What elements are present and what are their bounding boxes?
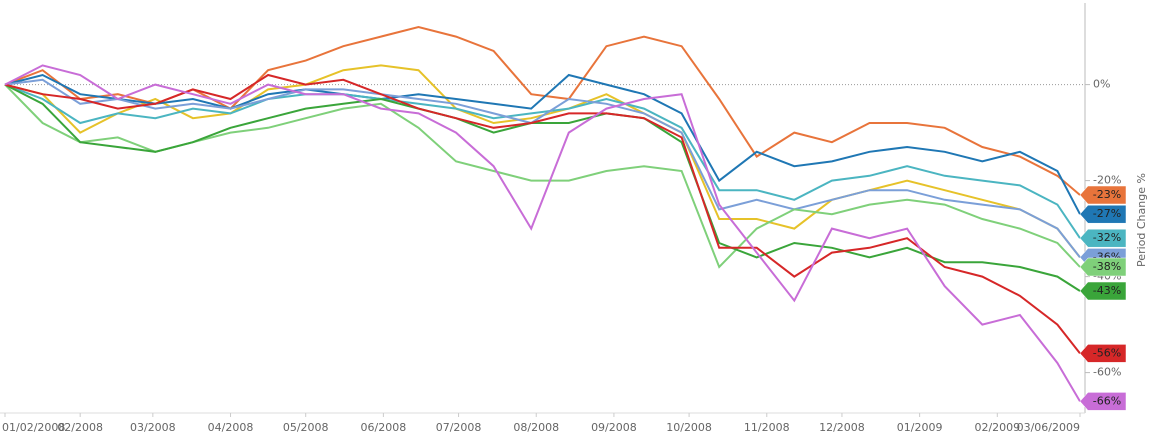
x-tick-label: 06/2008 [361,421,407,434]
end-label-tag [1079,257,1127,277]
end-label-tag [1079,344,1127,363]
end-label: -27% [1093,207,1121,220]
x-tick-label: 09/2008 [591,421,637,434]
y-tick-label: -20% [1093,174,1121,187]
x-tick-label: 12/2008 [819,421,865,434]
end-label: -43% [1093,284,1121,297]
y-tick-label: 0% [1093,78,1110,91]
end-label: -56% [1093,346,1121,359]
x-tick-label: 02/2008 [57,421,103,434]
series-line [4,78,1081,259]
end-label: -32% [1093,231,1121,244]
end-label-tag [1079,392,1127,411]
x-tick-label: 03/06/2009 [1017,421,1080,434]
x-tick-label: 05/2008 [283,421,329,434]
end-label-tag [1079,228,1127,248]
x-tick-label: 03/2008 [130,421,176,434]
x-tick-label: 10/2008 [666,421,712,434]
end-label-tag [1079,185,1127,205]
x-tick-label: 01/02/2008 [2,421,65,434]
end-label-tag [1079,281,1127,301]
x-tick-label: 01/2009 [897,421,943,434]
end-label: -38% [1093,260,1121,273]
x-tick-label: 02/2009 [974,421,1020,434]
x-tick-label: 04/2008 [208,421,254,434]
y-axis-label: Period Change % [1135,173,1148,267]
end-label: -66% [1093,394,1121,407]
end-label-tag [1079,204,1127,224]
x-tick-label: 07/2008 [436,421,482,434]
series-line [4,83,1081,292]
series-line [4,64,1081,402]
series-line [4,73,1081,215]
series-line [4,64,1081,259]
x-tick-label: 08/2008 [513,421,559,434]
x-tick-label: 11/2008 [744,421,790,434]
y-tick-label: -60% [1093,366,1121,379]
end-label: -23% [1093,188,1121,201]
